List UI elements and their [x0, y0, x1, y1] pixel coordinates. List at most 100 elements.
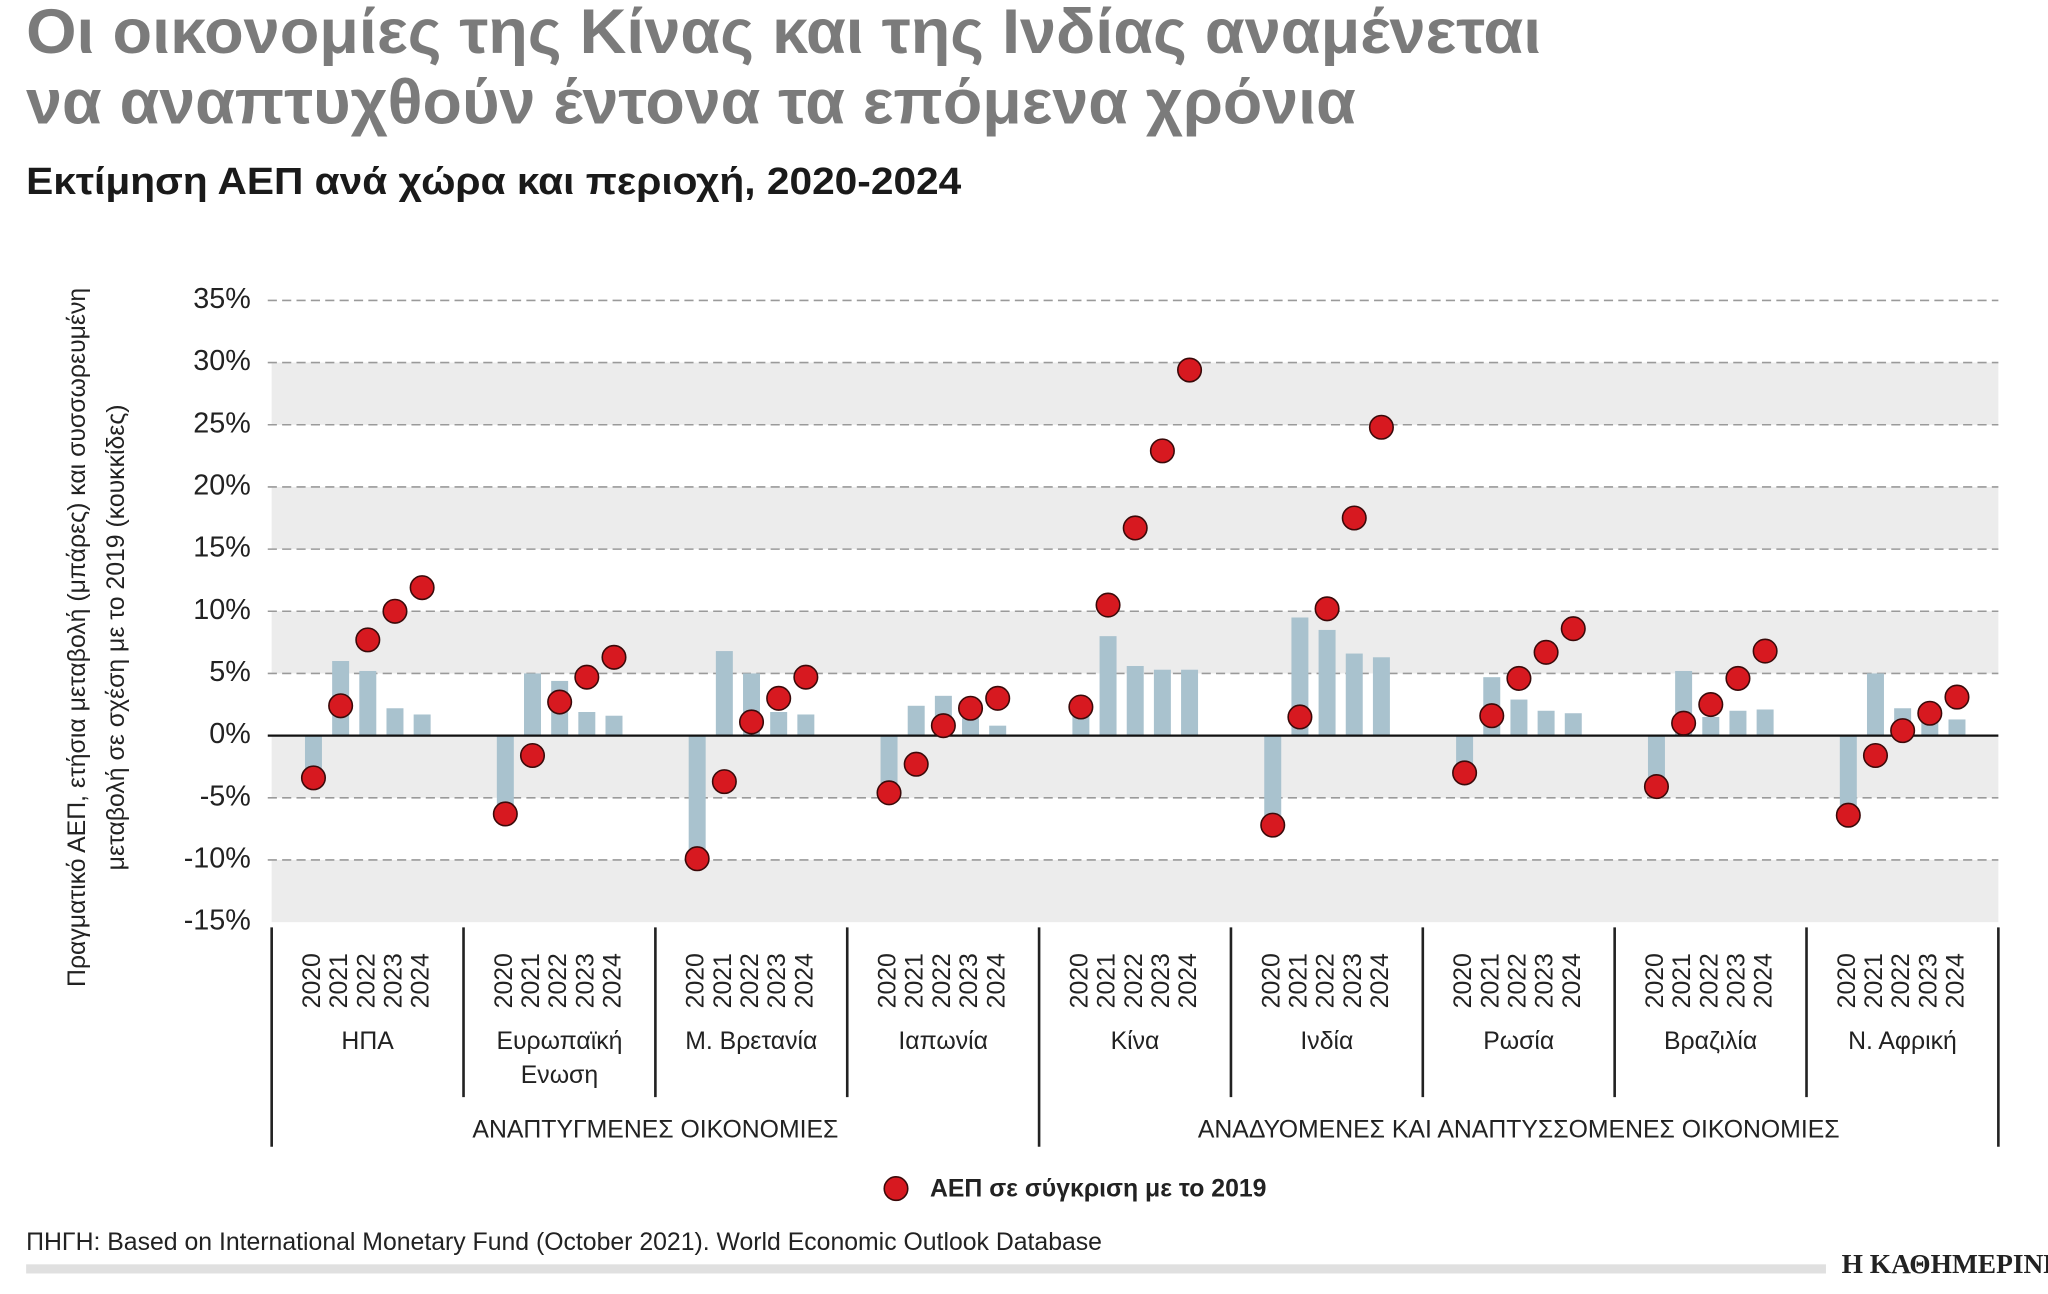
year-label: 2021	[518, 953, 545, 1008]
source: ΠΗΓΗ: Based on International Monetary Fu…	[26, 1229, 1102, 1256]
bar	[907, 705, 925, 736]
year-label: 2023	[764, 953, 791, 1008]
year-label: 2020	[1066, 953, 1093, 1008]
y-axis-label: Πραγματικό ΑΕΠ, ετήσια μεταβολή (μπάρες)…	[64, 288, 91, 987]
plot-background	[271, 362, 1999, 923]
year-label: 2022	[1313, 953, 1340, 1008]
country-label: Ιαπωνία	[898, 1028, 988, 1055]
dot	[574, 664, 600, 690]
year-label: 2020	[875, 953, 902, 1008]
year-label: 2022	[737, 953, 764, 1008]
bar	[1537, 710, 1555, 736]
dot	[1506, 665, 1532, 691]
year-label: 2020	[1450, 953, 1477, 1008]
band	[271, 859, 1999, 923]
bar	[715, 651, 733, 736]
year-label: 2024	[1559, 953, 1586, 1008]
year-label: 2021	[1094, 953, 1121, 1008]
dot	[903, 751, 929, 777]
country-label: Ευρωπαϊκή	[496, 1028, 622, 1055]
dot	[1752, 638, 1778, 664]
bar	[413, 714, 431, 736]
footer-bar	[26, 1264, 1826, 1274]
legend-marker	[883, 1176, 909, 1202]
dot	[738, 709, 765, 735]
bar	[1756, 709, 1774, 736]
year-label: 2022	[353, 953, 380, 1008]
dot	[1917, 700, 1943, 726]
dot	[957, 695, 984, 721]
bar	[524, 673, 541, 736]
dot	[1177, 357, 1203, 383]
dot	[328, 693, 354, 719]
y-tick-label: 35%	[193, 283, 250, 315]
chart-title: Οι οικονομίες της Κίνας και της Ινδίας α…	[26, 0, 1541, 67]
bar	[578, 711, 596, 736]
year-label: 2021	[1477, 953, 1504, 1008]
dot	[1479, 703, 1505, 729]
dot	[876, 780, 902, 806]
bar	[989, 725, 1007, 736]
y-tick-label: 25%	[193, 407, 250, 439]
country-label: Ν. Αφρική	[1848, 1028, 1957, 1055]
bar	[1372, 657, 1390, 736]
dot	[766, 685, 792, 711]
year-label: 2021	[902, 953, 929, 1008]
dot	[519, 742, 546, 769]
dot	[382, 598, 408, 624]
bar	[1345, 653, 1363, 736]
dot	[684, 846, 710, 872]
y-tick-label: 5%	[209, 656, 251, 688]
bar	[1318, 629, 1336, 736]
year-label: 2021	[1669, 953, 1696, 1008]
y-tick-label: -15%	[184, 905, 251, 937]
dot	[1643, 774, 1669, 800]
year-label: 2023	[1340, 953, 1367, 1008]
dot	[1068, 694, 1094, 720]
dot	[711, 769, 737, 795]
year-label: 2022	[1504, 953, 1531, 1008]
dot	[930, 713, 956, 739]
year-label: 2020	[683, 953, 710, 1008]
country-label: Ρωσία	[1483, 1028, 1554, 1055]
bar	[1153, 669, 1171, 736]
bar	[688, 735, 706, 858]
year-label: 2023	[1724, 953, 1751, 1008]
bar	[1099, 636, 1117, 736]
dot	[492, 801, 518, 827]
year-label: 2024	[1175, 953, 1202, 1008]
year-label: 2021	[326, 953, 353, 1008]
year-label: 2024	[600, 953, 627, 1008]
y-tick-label: 10%	[193, 594, 250, 626]
country-label: Ενωση	[521, 1062, 598, 1089]
bar	[1729, 710, 1747, 736]
dot	[1890, 718, 1916, 744]
year-label: 2022	[929, 953, 956, 1008]
bar	[1866, 673, 1884, 736]
brand: Η ΚΑΘΗΜΕΡΙΝΗ	[1842, 1249, 2048, 1279]
dot	[1452, 760, 1478, 786]
dot	[1095, 592, 1121, 618]
year-label: 2024	[791, 953, 818, 1008]
year-label: 2023	[1532, 953, 1559, 1008]
year-label: 2024	[1751, 953, 1778, 1008]
year-label: 2023	[1148, 953, 1175, 1008]
band	[271, 611, 1999, 674]
dot	[1149, 438, 1175, 464]
section-label: ΑΝΑΠΤΥΓΜΕΝΕΣ ΟΙΚΟΝΟΜΙΕΣ	[472, 1117, 838, 1144]
bar	[880, 735, 898, 793]
bar	[1181, 669, 1199, 736]
y-tick-label: 20%	[193, 470, 250, 502]
y-tick-label: 30%	[193, 345, 250, 377]
bar	[797, 714, 815, 736]
bar	[1647, 735, 1665, 787]
dot	[1725, 665, 1751, 691]
dot	[1260, 812, 1286, 838]
y-tick-label: 0%	[209, 718, 251, 750]
year-label: 2024	[983, 953, 1010, 1008]
year-label: 2023	[572, 953, 599, 1008]
dot	[1560, 616, 1586, 642]
dot	[409, 575, 435, 601]
band	[271, 735, 1999, 798]
